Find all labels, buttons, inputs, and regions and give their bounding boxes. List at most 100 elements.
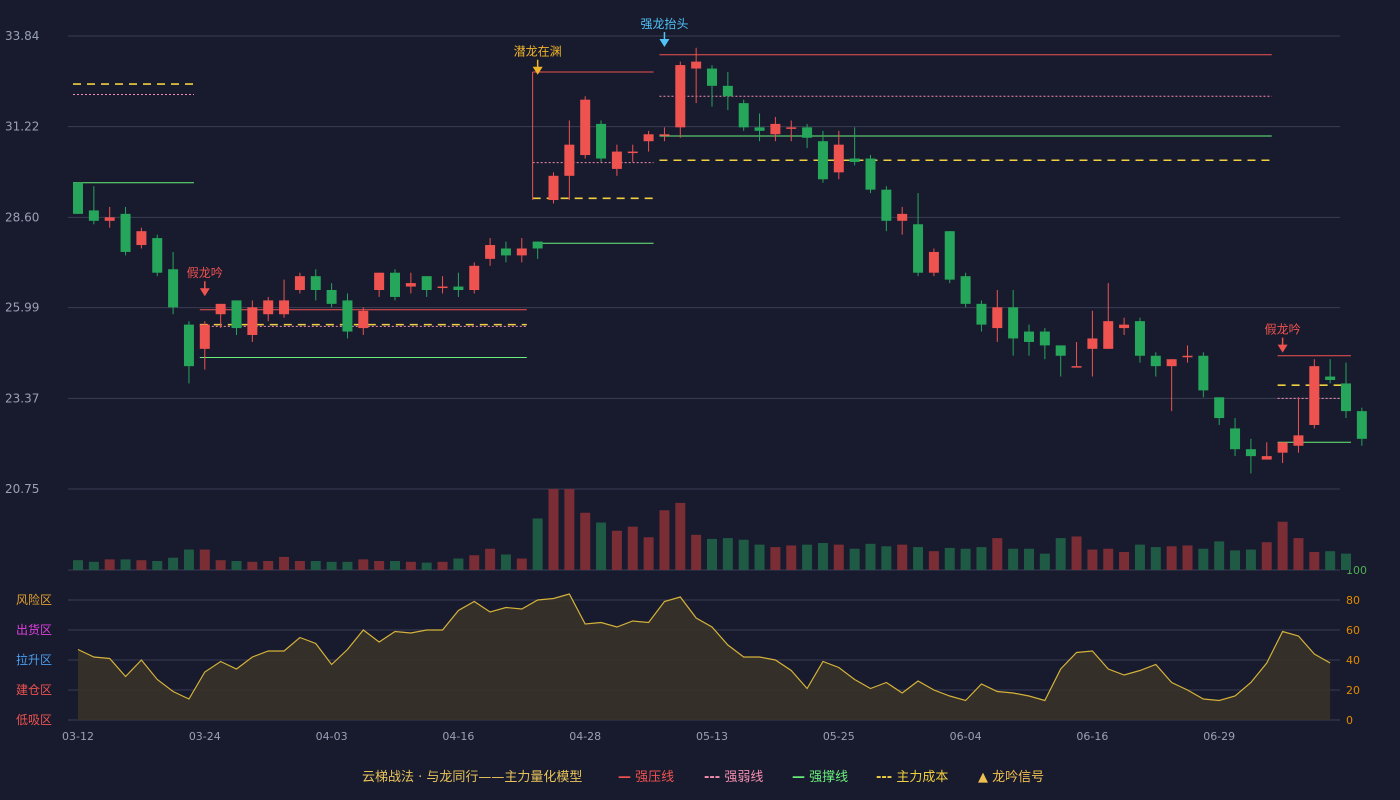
osc-tick-label: 0 <box>1346 714 1353 727</box>
grid-lines <box>68 35 1340 721</box>
candle-body <box>120 213 131 252</box>
volume-bar <box>1277 521 1288 570</box>
candle-body <box>754 127 765 131</box>
signal-marker-label: 假龙吟 <box>187 265 223 280</box>
volume-bar <box>1293 538 1304 570</box>
signal-marker-arrow <box>659 39 670 48</box>
candle-body <box>1325 376 1336 380</box>
volume-bar <box>611 530 622 570</box>
candle-body <box>437 286 448 289</box>
candle-body <box>1245 449 1256 457</box>
oscillator-line <box>77 593 1331 702</box>
candle-body <box>231 300 242 329</box>
volume-bar <box>1150 547 1161 570</box>
price-axis: 33.84 31.22 28.60 25.99 23.37 20.75 100 80 60 40 2… <box>5 29 1367 727</box>
candle-body <box>691 61 702 69</box>
volume-bar <box>1103 548 1114 570</box>
volume-bar <box>532 518 543 570</box>
date-tick-label: 04-03 <box>316 730 348 743</box>
osc-tick-label: 20 <box>1346 684 1360 697</box>
volume-bar <box>817 543 828 570</box>
candle-body <box>88 210 99 221</box>
candle-body <box>707 68 717 86</box>
volume-bar <box>1341 553 1351 570</box>
candle-body <box>1198 355 1209 391</box>
volume-bar <box>897 544 908 570</box>
volume-bar <box>437 561 448 570</box>
candle-body <box>897 213 908 221</box>
date-tick-label: 05-25 <box>823 730 855 743</box>
legend-model-name: 云梯战法 · 与龙同行——主力量化模型 <box>362 770 583 785</box>
volume-bar <box>675 502 686 570</box>
volume-bar <box>485 548 496 570</box>
candle-body <box>849 158 860 162</box>
date-tick-label: 03-12 <box>62 730 94 743</box>
candle-body <box>627 151 638 154</box>
volume-bar <box>1198 548 1209 570</box>
candle-body <box>865 158 876 190</box>
volume-bar <box>374 561 385 570</box>
candle-body <box>421 276 432 291</box>
candle-body <box>294 276 305 291</box>
candle-body <box>136 231 147 246</box>
candle-body <box>881 189 892 221</box>
zone-label: 出货区 <box>16 622 52 637</box>
volume-bar <box>469 555 480 570</box>
signal-marker-arrow <box>532 66 543 75</box>
volume-bar <box>627 526 638 570</box>
candle-body <box>1039 331 1050 346</box>
date-tick-label: 03-24 <box>189 730 221 743</box>
volume-bar <box>659 510 670 570</box>
candle-body <box>1071 366 1082 368</box>
volume-bar <box>564 489 575 570</box>
legend-item-cost: --- 主力成本 <box>876 770 949 785</box>
candle-body <box>168 269 179 308</box>
date-tick-label: 06-29 <box>1203 730 1235 743</box>
volume-bar <box>136 560 147 570</box>
volume-bar <box>1071 536 1082 570</box>
price-tick-label: 31.22 <box>5 120 39 134</box>
candle-body <box>104 217 115 221</box>
candle-body <box>1261 456 1272 460</box>
date-tick-label: 04-28 <box>569 730 601 743</box>
volume-bar <box>247 561 258 570</box>
candle-body <box>263 300 274 315</box>
volume-bar <box>215 560 226 570</box>
candle-body <box>390 272 400 297</box>
volume-bar <box>928 551 939 570</box>
date-tick-label: 05-13 <box>696 730 728 743</box>
candle-body <box>1356 411 1367 439</box>
volume-bar <box>1261 542 1272 570</box>
volume-bar <box>976 547 987 570</box>
volume-bar <box>1055 538 1066 570</box>
candle-body <box>183 324 194 367</box>
candle-body <box>374 272 385 291</box>
volume-bar <box>833 544 844 570</box>
volume-bar <box>1214 541 1225 570</box>
volume-bar <box>865 543 876 570</box>
osc-tick-label: 80 <box>1346 594 1360 607</box>
price-tick-label: 33.84 <box>5 29 39 43</box>
volume-bar <box>231 561 242 570</box>
volume-bar <box>310 561 321 570</box>
volume-bar <box>691 534 702 570</box>
price-tick-label: 25.99 <box>5 301 39 315</box>
oscillator-area <box>78 594 1331 720</box>
candle-body <box>1103 321 1114 349</box>
volume-bar <box>88 561 99 570</box>
candle-body <box>1309 366 1320 425</box>
volume-bar <box>1245 549 1256 570</box>
volume-bar <box>944 547 955 570</box>
candle-body <box>405 283 416 287</box>
candle-body <box>580 99 591 156</box>
candle-body <box>1166 359 1177 367</box>
volume-bar <box>183 549 194 570</box>
candle-body <box>326 290 337 304</box>
oscillator-panel <box>77 593 1331 720</box>
signal-marker-arrow <box>1277 344 1288 353</box>
candle-body <box>802 127 813 138</box>
candle-body <box>817 141 828 180</box>
volume-bar <box>1008 548 1019 570</box>
volume-bar <box>770 547 781 570</box>
